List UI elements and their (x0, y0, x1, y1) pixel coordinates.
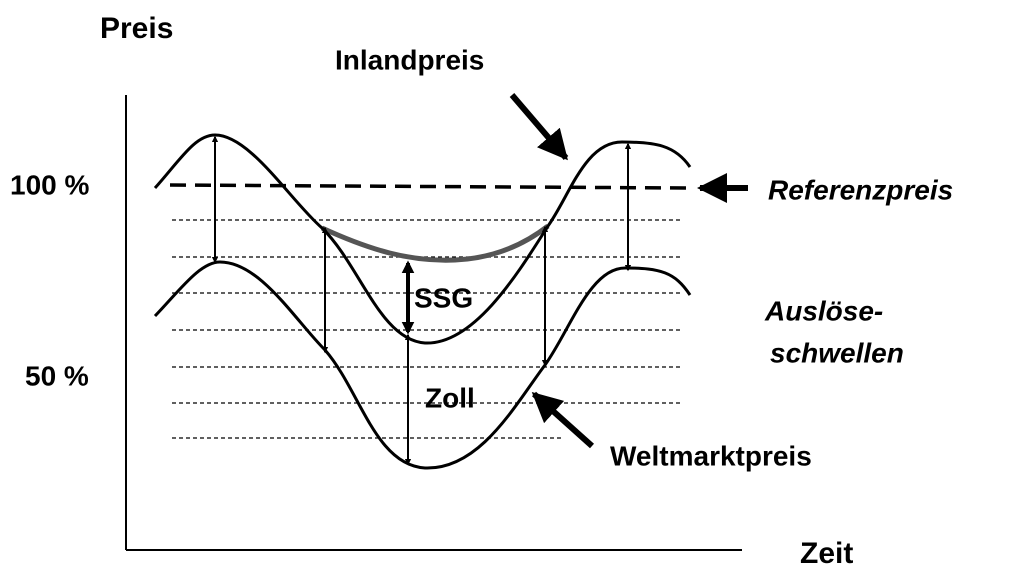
domestic-price-curve (153, 133, 692, 345)
y-label: 50 % (25, 360, 89, 391)
y-axis-label: Preis (100, 12, 173, 45)
ssg-curve (320, 224, 550, 263)
x-axis-label: Zeit (800, 537, 853, 568)
reference-line (169, 183, 691, 190)
reference-label: Referenzpreis (768, 174, 953, 205)
world-label: Weltmarktpreis (610, 440, 812, 471)
threshold-label: Auslöse- (764, 295, 883, 326)
domestic-label: Inlandpreis (335, 44, 484, 75)
gap-arrows (211, 135, 632, 466)
pointer-arrows (509, 93, 748, 449)
tariff-label: Zoll (425, 382, 475, 413)
threshold-label: schwellen (770, 337, 904, 368)
world-price-curve (153, 260, 692, 470)
y-label: 100 % (10, 169, 89, 200)
ssg-label: SSG (414, 282, 473, 313)
